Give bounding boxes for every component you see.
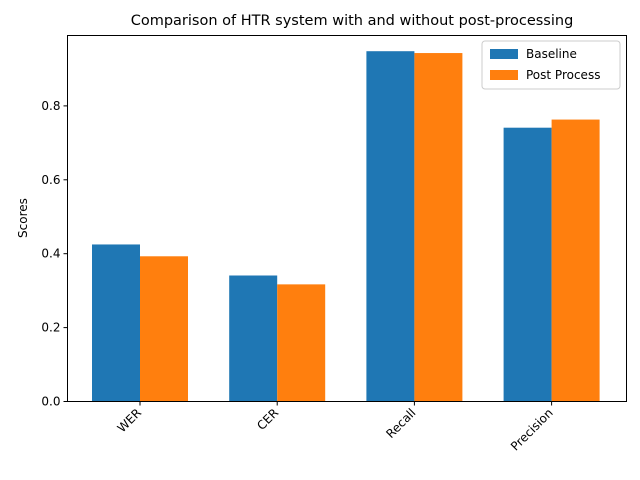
legend: Baseline Post Process	[481, 40, 621, 90]
y-axis: 0.0 0.2 0.4 0.6 0.8	[41, 99, 68, 409]
y-tick-label: 0.4	[41, 247, 60, 261]
legend-label-post-process: Post Process	[526, 68, 600, 82]
x-tick-label-wer: WER	[115, 406, 145, 436]
bar-post-process-precision	[551, 119, 600, 402]
bars-group	[92, 51, 600, 402]
y-axis-label: Scores	[16, 198, 30, 238]
bar-post-process-wer	[140, 256, 188, 402]
bar-post-process-cer	[277, 284, 326, 402]
bar-baseline-precision	[503, 127, 552, 402]
legend-swatch-baseline	[490, 49, 518, 59]
y-tick-label: 0.2	[41, 321, 60, 335]
y-tick-label: 0.0	[41, 395, 60, 409]
legend-swatch-post-process	[490, 70, 518, 80]
x-tick-label-recall: Recall	[383, 406, 418, 441]
plot-frame	[67, 35, 627, 402]
bar-baseline-recall	[366, 51, 415, 402]
bar-baseline-cer	[229, 275, 278, 402]
bar-baseline-wer	[92, 244, 140, 402]
x-tick-label-precision: Precision	[508, 406, 556, 454]
y-tick-label: 0.6	[41, 173, 60, 187]
x-axis: WER CER Recall Precision	[115, 401, 556, 454]
chart-title: Comparison of HTR system with and withou…	[131, 13, 574, 29]
legend-label-baseline: Baseline	[526, 47, 577, 61]
x-tick-label-cer: CER	[254, 406, 281, 433]
bar-post-process-recall	[414, 53, 463, 402]
y-tick-label: 0.8	[41, 99, 60, 113]
